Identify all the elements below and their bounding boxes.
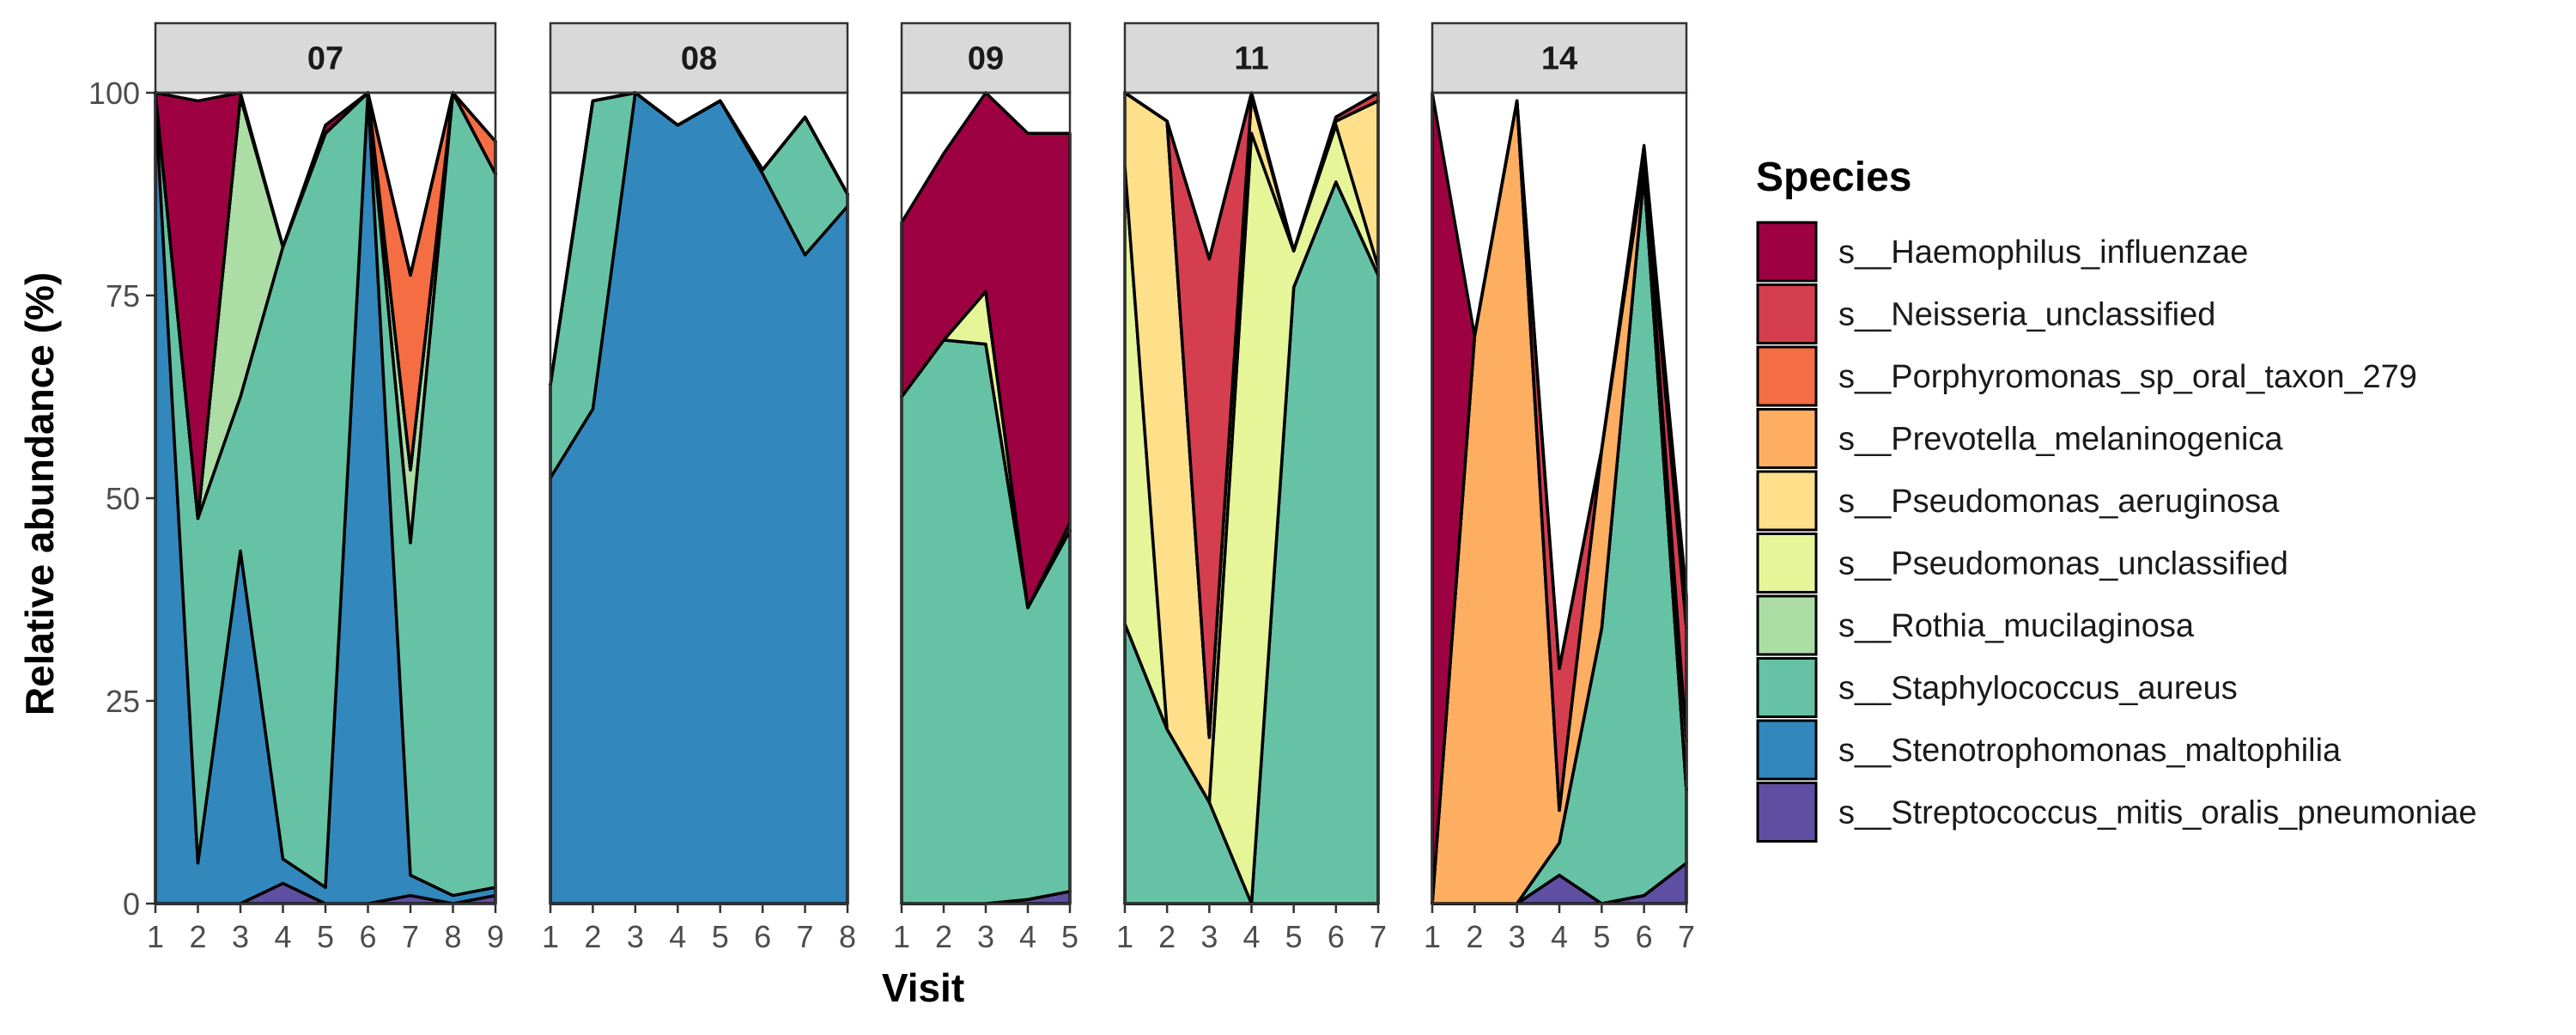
x-tick-label: 7 xyxy=(1370,919,1387,954)
area-bands xyxy=(1123,91,1380,905)
legend-item: s__Neisseria_unclassified xyxy=(1756,283,2215,344)
facet-strip xyxy=(900,21,1072,94)
legend-item: s__Staphylococcus_aureus xyxy=(1756,657,2238,718)
legend-item: s__Rothia_mucilaginosa xyxy=(1756,594,2195,656)
x-tick-label: 7 xyxy=(402,919,419,954)
x-tick-label: 6 xyxy=(1636,919,1653,954)
area-bands xyxy=(154,91,497,905)
x-tick-label: 5 xyxy=(1061,919,1078,954)
facet-panel-07: 07 1 2 3 4 5 6 7 8 9 xyxy=(147,21,504,954)
legend-label: s__Pseudomonas_unclassified xyxy=(1838,546,2288,582)
x-tick-label: 5 xyxy=(317,919,334,954)
facet-strip-label: 14 xyxy=(1541,41,1577,77)
x-axis-title: Visit xyxy=(882,965,964,1010)
facet-strip-label: 09 xyxy=(968,41,1004,77)
area-bands xyxy=(900,91,1072,905)
legend-item: s__Stenotrophomonas_maltophilia xyxy=(1756,719,2342,781)
legend-swatch xyxy=(1756,345,1818,407)
legend-label: s__Stenotrophomonas_maltophilia xyxy=(1838,733,2342,769)
legend-swatch xyxy=(1756,283,1818,344)
legend-swatch xyxy=(1756,533,1818,594)
area-bands xyxy=(1431,91,1688,905)
y-tick-label: 50 xyxy=(106,481,140,516)
facet-panel-11: 111 2 3 4 5 6 7 xyxy=(1116,21,1387,954)
legend-item: s__Streptococcus_mitis_oralis_pneumoniae xyxy=(1756,782,2477,843)
y-axis-title: Relative abundance (%) xyxy=(17,272,62,715)
legend-label: s__Prevotella_melaninogenica xyxy=(1838,422,2283,458)
facet-strip-label: 11 xyxy=(1234,41,1268,77)
legend-swatch xyxy=(1756,408,1818,469)
x-tick-label: 4 xyxy=(1551,919,1568,954)
x-tick-label: 6 xyxy=(754,919,771,954)
x-tick-label: 2 xyxy=(189,919,206,954)
panel-frame xyxy=(549,91,849,905)
x-tick-label: 5 xyxy=(1593,919,1610,954)
x-tick-label: 2 xyxy=(1466,919,1483,954)
x-tick-label: 6 xyxy=(1327,919,1345,954)
legend-label: s__Pseudomonas_aeruginosa xyxy=(1838,484,2280,520)
legend-swatch xyxy=(1756,470,1818,532)
facet-strip xyxy=(549,21,849,94)
x-tick-label: 2 xyxy=(1158,919,1176,954)
x-tick-label: 8 xyxy=(839,919,856,954)
x-tick-label: 9 xyxy=(487,919,504,954)
x-tick-label: 3 xyxy=(1509,919,1526,954)
facet-strip xyxy=(1123,21,1380,94)
x-tick-label: 2 xyxy=(584,919,601,954)
x-tick-label: 3 xyxy=(232,919,249,954)
facet-panel-09: 09 1 2 3 4 5 xyxy=(893,21,1078,954)
x-tick-label: 3 xyxy=(1200,919,1218,954)
x-tick-label: 3 xyxy=(977,919,994,954)
x-tick-label: 7 xyxy=(1678,919,1695,954)
x-tick-label: 3 xyxy=(627,919,644,954)
legend-swatch xyxy=(1756,594,1818,656)
facet-panel-08: 08 1 2 3 4 5 6 7 8 xyxy=(542,21,856,954)
y-tick-label: 25 xyxy=(106,684,140,719)
x-tick-label: 4 xyxy=(1242,919,1260,954)
legend-swatch xyxy=(1756,221,1818,283)
x-tick-label: 2 xyxy=(935,919,952,954)
area-bands xyxy=(549,91,849,905)
x-tick-label: 6 xyxy=(359,919,376,954)
facet-strip-label: 08 xyxy=(681,41,717,77)
x-tick-label: 1 xyxy=(1424,919,1441,954)
legend-item: s__Prevotella_melaninogenica xyxy=(1756,408,2283,469)
x-tick-label: 1 xyxy=(1116,919,1133,954)
legend-swatch xyxy=(1756,657,1818,718)
x-tick-label: 1 xyxy=(893,919,910,954)
x-tick-label: 1 xyxy=(542,919,559,954)
legend-title: Species xyxy=(1756,155,1911,200)
x-tick-label: 7 xyxy=(797,919,814,954)
legend-label: s__Streptococcus_mitis_oralis_pneumoniae xyxy=(1838,795,2477,831)
legend-label: s__Porphyromonas_sp_oral_taxon_279 xyxy=(1838,359,2417,395)
y-axis: 0 25 50 75 100 xyxy=(88,76,155,922)
facet-panel-14: 14 1 2 3 4 5 6 7 xyxy=(1424,21,1695,954)
legend-swatch xyxy=(1756,719,1818,781)
x-tick-label: 5 xyxy=(712,919,729,954)
x-tick-label: 1 xyxy=(147,919,164,954)
legend-swatch xyxy=(1756,782,1818,843)
facet-strip-label: 07 xyxy=(307,41,343,77)
y-tick-label: 75 xyxy=(106,278,140,314)
legend-item: s__Haemophilus_influenzae xyxy=(1756,221,2248,283)
x-tick-label: 4 xyxy=(274,919,291,954)
y-tick-label: 0 xyxy=(123,886,140,922)
x-tick-label: 5 xyxy=(1285,919,1303,954)
facet-strip xyxy=(154,21,497,94)
x-tick-label: 4 xyxy=(1019,919,1036,954)
legend-label: s__Staphylococcus_aureus xyxy=(1838,671,2238,707)
legend-label: s__Haemophilus_influenzae xyxy=(1838,234,2248,271)
legend-label: s__Rothia_mucilaginosa xyxy=(1838,608,2195,644)
legend-label: s__Neisseria_unclassified xyxy=(1838,297,2215,333)
x-tick-label: 8 xyxy=(444,919,461,954)
legend-item: s__Pseudomonas_aeruginosa xyxy=(1756,470,2280,532)
x-tick-label: 4 xyxy=(669,919,686,954)
y-tick-label: 100 xyxy=(88,76,140,111)
legend-item: s__Porphyromonas_sp_oral_taxon_279 xyxy=(1756,345,2417,407)
legend-item: s__Pseudomonas_unclassified xyxy=(1756,533,2288,594)
